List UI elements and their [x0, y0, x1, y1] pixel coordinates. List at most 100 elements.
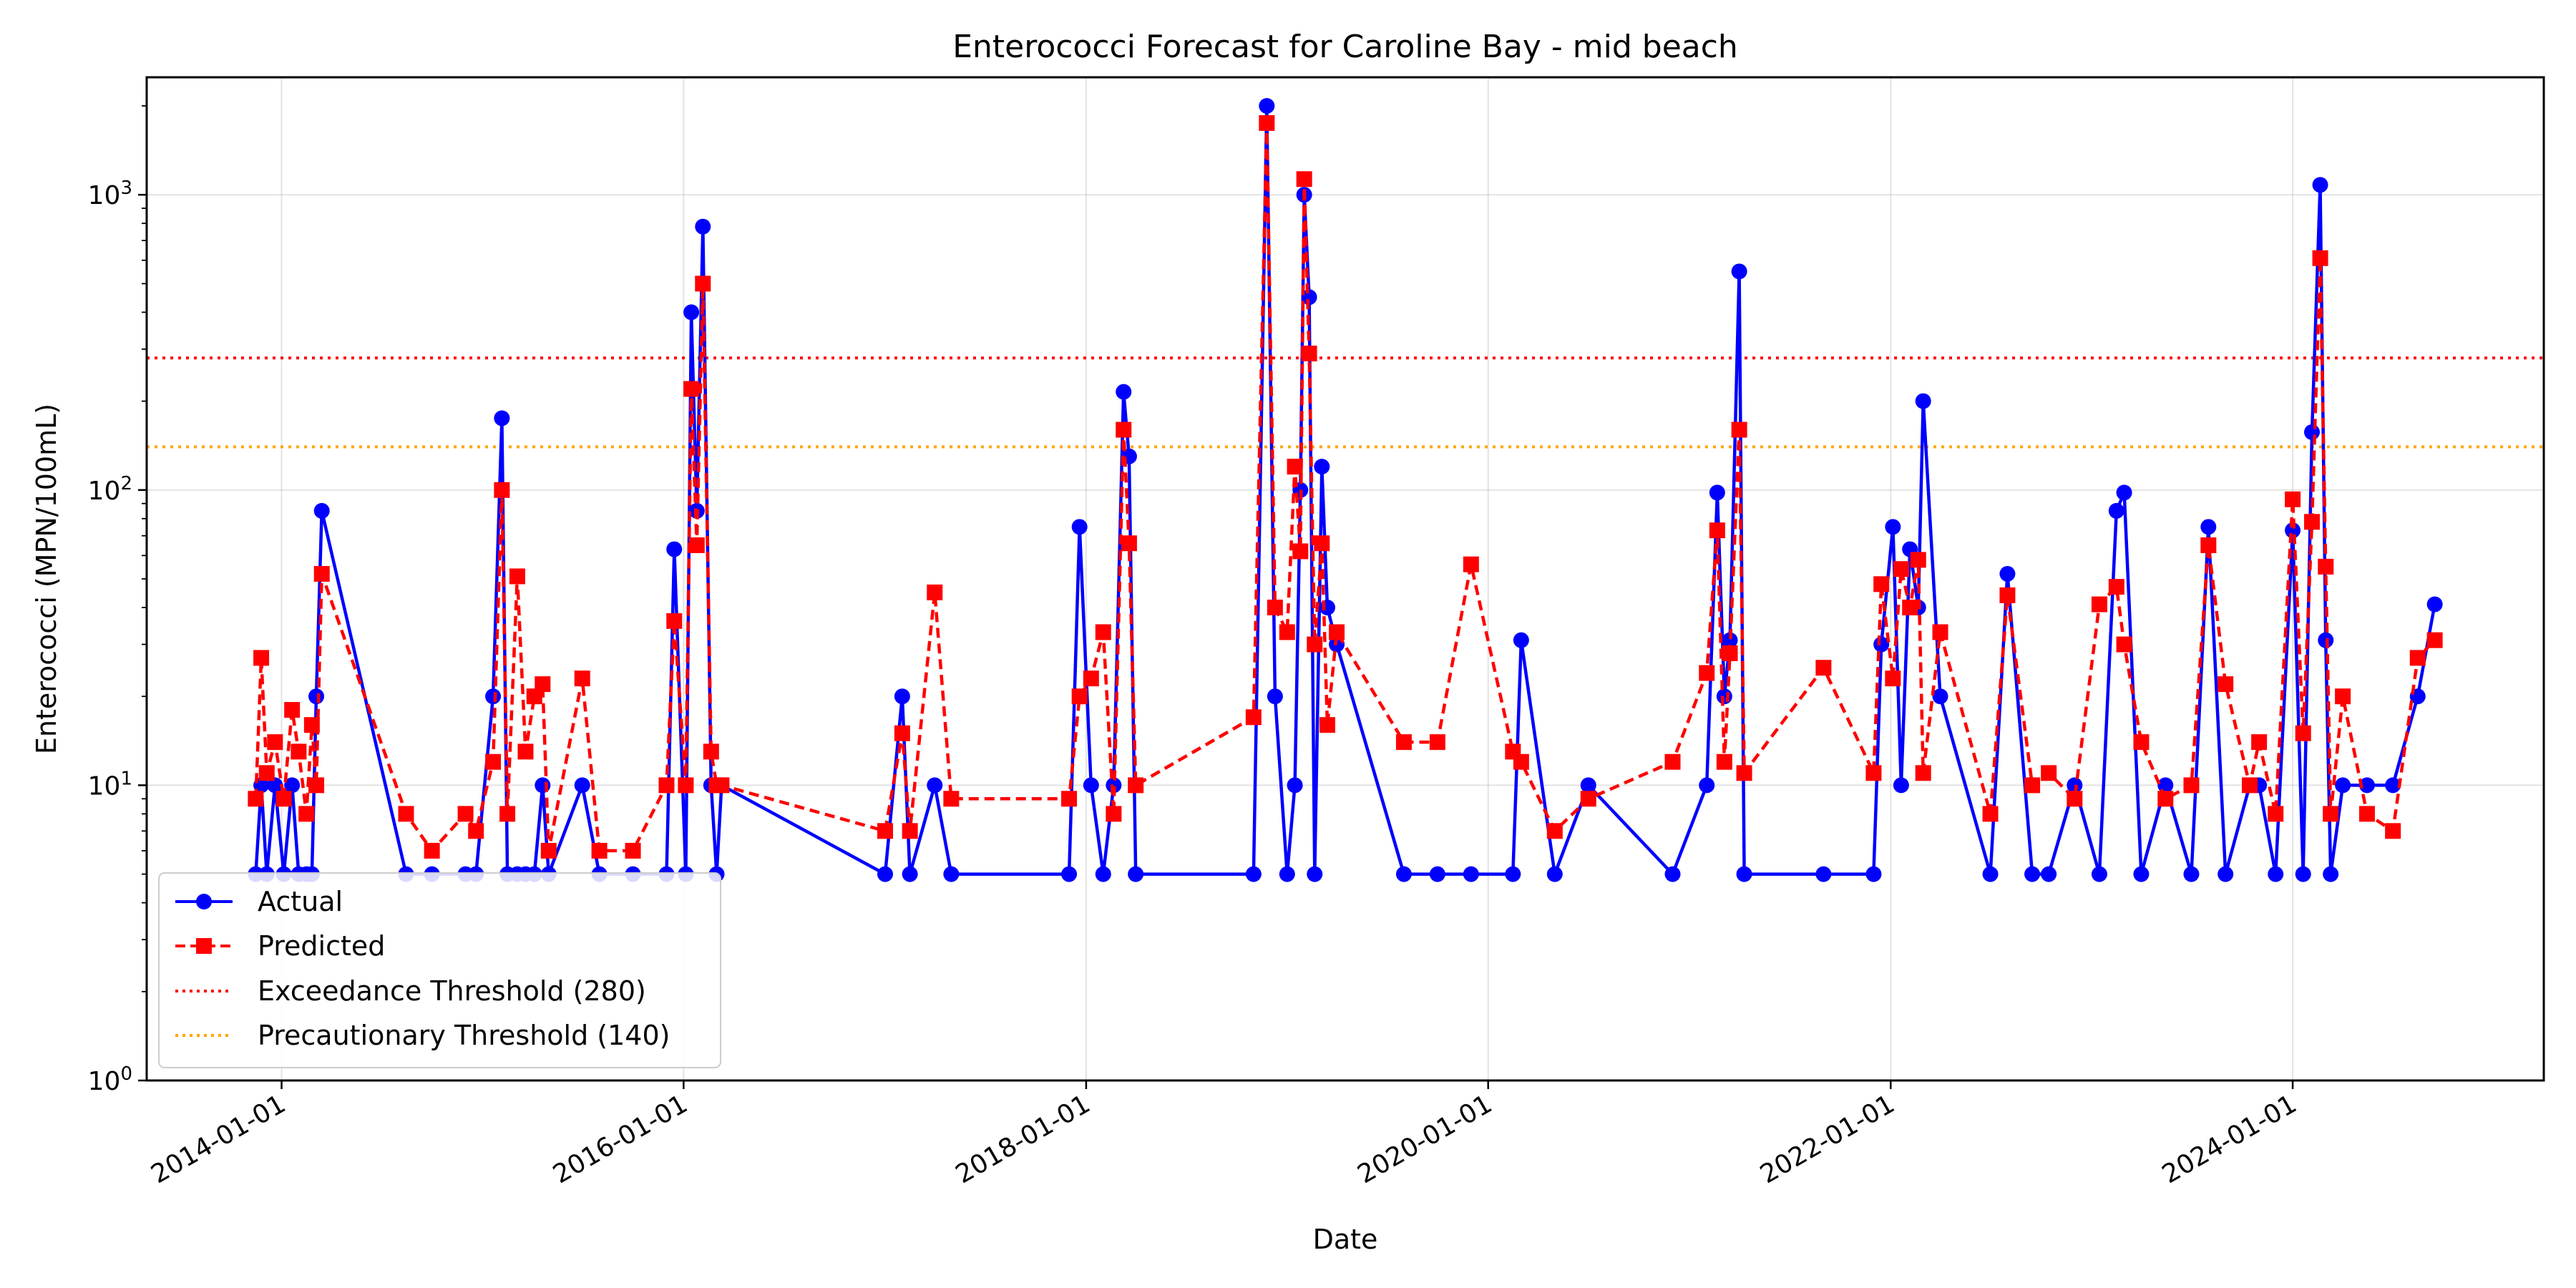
data-point-actual — [1664, 866, 1681, 882]
data-point-predicted — [2304, 514, 2321, 530]
threshold-lines — [147, 356, 2544, 449]
data-point-predicted — [1245, 709, 1262, 726]
data-point-predicted — [1116, 421, 1132, 438]
data-point-predicted — [494, 482, 510, 498]
data-point-actual — [1546, 866, 1563, 882]
data-point-predicted — [1873, 576, 1890, 592]
data-point-actual — [1279, 866, 1295, 882]
data-point-predicted — [1319, 717, 1335, 733]
data-point-actual — [683, 304, 700, 321]
data-point-predicted — [625, 842, 641, 859]
data-point-actual — [1873, 636, 1890, 653]
data-point-predicted — [2157, 791, 2174, 807]
data-point-predicted — [877, 823, 894, 839]
data-point-actual — [1267, 688, 1283, 705]
y-tick-label: 102 — [88, 473, 132, 506]
data-point-predicted — [1121, 535, 1137, 552]
data-point-actual — [2295, 866, 2311, 882]
data-point-actual — [1736, 866, 1752, 882]
data-point-actual — [1513, 632, 1529, 648]
data-point-predicted — [517, 743, 534, 760]
data-point-predicted — [275, 791, 292, 807]
data-point-predicted — [1722, 645, 1738, 661]
data-point-actual — [1731, 263, 1747, 280]
y-tick-label: 101 — [88, 768, 132, 801]
data-point-predicted — [1664, 753, 1681, 770]
legend-swatch-actual-marker — [196, 894, 212, 909]
data-point-predicted — [308, 777, 325, 794]
data-point-actual — [2218, 866, 2234, 882]
data-point-actual — [2067, 777, 2083, 794]
data-point-predicted — [2268, 806, 2284, 822]
data-point-actual — [1395, 866, 1412, 882]
y-axis-ticks: 100 101 102 103 — [88, 105, 147, 1096]
data-point-predicted — [574, 670, 590, 687]
data-point-actual — [1915, 393, 1931, 409]
data-point-predicted — [313, 565, 330, 582]
legend-label-actual: Actual — [258, 886, 343, 917]
data-point-predicted — [1815, 660, 1832, 676]
legend-box — [158, 872, 721, 1068]
data-point-actual — [1429, 866, 1445, 882]
data-point-actual — [1699, 777, 1715, 794]
data-point-predicted — [2295, 725, 2311, 741]
data-point-actual — [943, 866, 960, 882]
data-point-predicted — [298, 806, 315, 822]
data-point-predicted — [1982, 806, 1999, 822]
data-point-predicted — [1267, 599, 1283, 615]
data-point-actual — [2358, 777, 2375, 794]
data-point-actual — [308, 688, 325, 705]
data-point-predicted — [1902, 599, 1918, 615]
data-point-predicted — [1106, 806, 1122, 822]
data-point-predicted — [2024, 777, 2041, 794]
data-point-predicted — [2242, 777, 2258, 794]
data-point-predicted — [509, 568, 525, 585]
data-point-predicted — [1716, 753, 1732, 770]
data-point-predicted — [499, 806, 516, 822]
data-point-actual — [284, 777, 301, 794]
data-point-predicted — [1128, 777, 1144, 794]
y-axis-label: Enterococci (MPN/100mL) — [31, 404, 62, 754]
data-point-actual — [2323, 866, 2339, 882]
data-point-predicted — [1061, 791, 1078, 807]
data-point-predicted — [1580, 791, 1596, 807]
legend-entry-exceedance: Exceedance Threshold (280) — [175, 975, 646, 1007]
data-point-actual — [494, 410, 510, 426]
legend-label-exceedance: Exceedance Threshold (280) — [258, 975, 646, 1007]
data-point-predicted — [2285, 491, 2301, 507]
data-point-actual — [2157, 777, 2174, 794]
data-point-actual — [267, 777, 283, 794]
data-point-predicted — [2183, 777, 2200, 794]
data-point-predicted — [248, 791, 264, 807]
data-point-predicted — [1287, 459, 1303, 475]
data-point-predicted — [2312, 250, 2328, 266]
data-point-actual — [1932, 688, 1948, 705]
data-point-predicted — [485, 753, 502, 770]
data-point-predicted — [540, 842, 557, 859]
data-point-predicted — [1513, 753, 1529, 770]
data-point-predicted — [1910, 552, 1926, 568]
data-point-predicted — [1296, 171, 1312, 187]
data-point-actual — [2285, 522, 2301, 539]
data-point-predicted — [2251, 734, 2268, 751]
data-point-actual — [1716, 688, 1732, 705]
data-point-predicted — [1307, 636, 1323, 653]
data-point-predicted — [1395, 734, 1412, 751]
data-point-actual — [1885, 519, 1901, 535]
data-point-predicted — [303, 717, 320, 733]
data-point-actual — [1116, 384, 1132, 400]
data-point-predicted — [2323, 806, 2339, 822]
data-point-predicted — [2409, 650, 2426, 666]
x-axis-label: Date — [1313, 1224, 1378, 1255]
data-point-predicted — [2426, 632, 2443, 648]
data-point-predicted — [1463, 556, 1479, 572]
series-predicted — [248, 114, 2443, 859]
data-point-actual — [2304, 424, 2321, 440]
data-point-actual — [2312, 177, 2328, 193]
data-point-predicted — [713, 777, 730, 794]
legend-entry-predicted: Predicted — [175, 930, 385, 962]
data-point-predicted — [658, 777, 675, 794]
data-point-predicted — [688, 537, 705, 553]
data-point-predicted — [1709, 522, 1725, 539]
data-point-actual — [1314, 459, 1330, 475]
